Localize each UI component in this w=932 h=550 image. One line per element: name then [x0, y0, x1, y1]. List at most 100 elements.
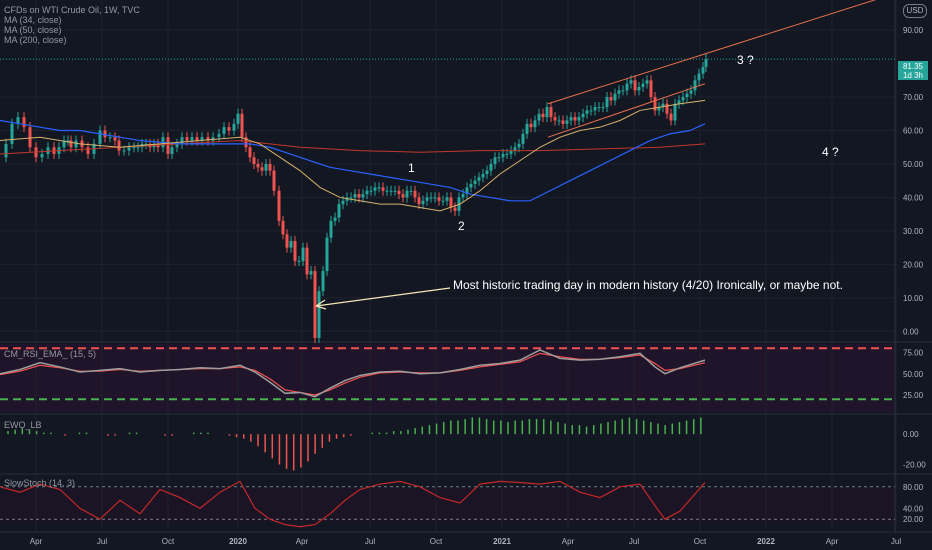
legend-ma50: MA (50, close)	[4, 25, 62, 35]
candle-body	[704, 59, 708, 67]
candle-body	[409, 190, 413, 192]
candle-body	[305, 247, 309, 275]
last-price-badge: 81.35 1d 3h	[898, 61, 928, 80]
last-price-value: 81.35	[902, 62, 924, 71]
candle-body	[361, 194, 365, 198]
candle-body	[69, 140, 73, 148]
candle-body	[260, 167, 264, 171]
annotation-note: Most historic trading day in modern hist…	[453, 278, 843, 292]
price-tick-label: 60.00	[903, 127, 924, 136]
x-tick-label: Apr	[30, 537, 43, 546]
rsi-tick-label: 25.00	[903, 391, 924, 400]
x-tick-label: Jul	[629, 537, 639, 546]
candle-body	[585, 110, 589, 114]
legend-symbol: CFDs on WTI Crude Oil, 1W, TVC	[4, 5, 140, 15]
rsi-tick-label: 50.00	[903, 370, 924, 379]
candle-body	[62, 140, 66, 148]
candle-body	[641, 83, 645, 88]
candle-body	[673, 103, 677, 121]
stoch-line	[0, 480, 706, 528]
candle-body	[545, 107, 549, 118]
candle-body	[473, 180, 477, 185]
candle-body	[333, 217, 337, 221]
x-tick-label: Oct	[430, 537, 443, 546]
candle-body	[617, 90, 621, 94]
x-tick-label: Apr	[562, 537, 575, 546]
candle-body	[697, 73, 701, 81]
candle-body	[577, 117, 581, 121]
candle-body	[329, 220, 333, 238]
candle-body	[385, 190, 389, 192]
candle-body	[561, 120, 565, 124]
ma50-line	[0, 119, 706, 202]
currency-badge[interactable]: USD	[903, 4, 927, 18]
candle-body	[461, 194, 465, 198]
candle-body	[681, 97, 685, 101]
candle-body	[629, 80, 633, 84]
ewo-tick-label: -20.00	[903, 460, 926, 469]
candle-body	[489, 163, 493, 171]
candle-body	[425, 197, 429, 201]
upper-trendline	[547, 0, 877, 105]
candle-body	[521, 133, 525, 144]
candle-body	[549, 107, 553, 118]
candle-body	[365, 190, 369, 195]
candle-body	[40, 153, 44, 158]
candle-body	[677, 100, 681, 104]
candle-body	[621, 90, 625, 92]
x-tick-label: Oct	[694, 537, 707, 546]
candle-body	[413, 190, 417, 198]
candle-body	[689, 90, 693, 94]
candle-body	[185, 137, 189, 141]
candle-body	[277, 190, 281, 221]
candle-body	[421, 200, 425, 205]
ma34-line	[0, 99, 706, 212]
candle-body	[485, 170, 489, 175]
price-tick-label: 40.00	[903, 193, 924, 202]
rsi-pane-shade	[0, 344, 895, 412]
candle-body	[601, 107, 605, 109]
legend-ma34: MA (34, close)	[4, 15, 62, 25]
candle-body	[357, 194, 361, 198]
candle-body	[227, 127, 231, 131]
x-tick-label: Apr	[826, 537, 839, 546]
candle-body	[285, 234, 289, 248]
candle-body	[144, 143, 148, 145]
price-tick-label: 90.00	[903, 26, 924, 35]
x-tick-label: 2021	[493, 537, 511, 546]
x-tick-label: Apr	[296, 537, 309, 546]
candle-body	[66, 140, 70, 142]
candle-body	[541, 113, 545, 118]
annotation-arrow-line	[315, 287, 451, 307]
wave-label-4: 4 ?	[822, 145, 839, 159]
candle-body	[4, 143, 8, 158]
candle-body	[649, 80, 653, 98]
candle-body	[297, 261, 301, 263]
candle-body	[669, 113, 673, 121]
candle-body	[509, 150, 513, 154]
candle-body	[256, 163, 260, 168]
candle-body	[103, 130, 107, 138]
candle-body	[272, 170, 276, 191]
candle-body	[337, 204, 341, 218]
price-tick-label: 50.00	[903, 160, 924, 169]
x-tick-label: 2020	[229, 537, 247, 546]
candle-body	[175, 143, 179, 148]
candle-body	[113, 137, 117, 141]
candle-body	[369, 190, 373, 192]
candle-body	[377, 187, 381, 189]
candle-body	[605, 97, 609, 108]
candle-body	[74, 140, 78, 148]
candle-body	[661, 103, 665, 108]
candle-body	[16, 117, 20, 124]
candle-body	[593, 107, 597, 111]
candle-body	[232, 123, 236, 131]
candle-body	[98, 130, 102, 144]
candle-body	[553, 117, 557, 121]
candle-body	[301, 247, 305, 262]
rsi-pane-label: CM_RSI_EMA_ (15, 5)	[4, 349, 97, 359]
stoch-pane-shade	[0, 488, 895, 522]
candle-body	[122, 150, 126, 152]
